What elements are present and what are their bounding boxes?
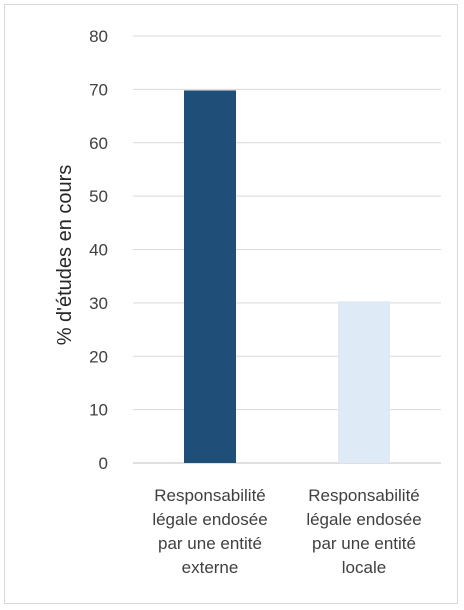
y-tick-label: 50 [89, 187, 108, 206]
category-label: Responsabilité légale endosée par une enti… [306, 486, 421, 577]
y-tick-label: 0 [99, 454, 108, 473]
y-tick-label: 20 [89, 347, 108, 366]
gridlines [133, 35, 441, 464]
bars [184, 90, 390, 463]
y-axis-label: % d'études en cours [54, 165, 76, 346]
y-tick-labels: 0 10 20 30 40 50 60 70 80 [89, 27, 108, 473]
bar [184, 90, 236, 463]
y-tick-label: 40 [89, 241, 108, 260]
bar-chart: 0 10 20 30 40 50 60 70 80 Responsabilité légale e… [54, 27, 441, 577]
category-label: Responsabilité légale endosée par une enti… [152, 486, 267, 577]
y-tick-label: 60 [89, 134, 108, 153]
chart-frame: 0 10 20 30 40 50 60 70 80 Responsabilité légale e… [4, 4, 458, 604]
y-tick-label: 30 [89, 294, 108, 313]
bar [338, 301, 390, 463]
category-labels: Responsabilité légale endosée par une enti… [152, 486, 421, 577]
y-tick-label: 10 [89, 401, 108, 420]
y-tick-label: 80 [89, 27, 108, 46]
y-tick-label: 70 [89, 80, 108, 99]
